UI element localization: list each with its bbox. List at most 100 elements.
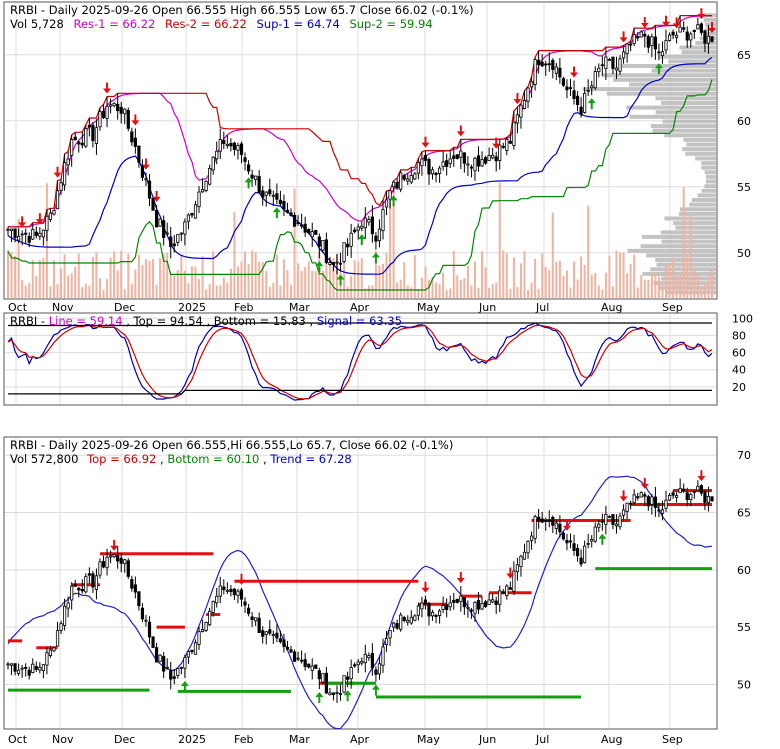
volume-bar bbox=[473, 261, 476, 298]
sell-arrow-icon bbox=[640, 477, 649, 489]
trend-candle bbox=[618, 515, 622, 528]
volume-bar bbox=[537, 288, 540, 298]
volume-profile-bar bbox=[672, 221, 716, 226]
volume-bar bbox=[353, 260, 356, 298]
x-tick-label: 2025 bbox=[178, 733, 206, 745]
x-tick-label: Feb bbox=[234, 733, 253, 745]
trend-candle bbox=[381, 646, 385, 666]
volume-profile-bar bbox=[681, 50, 716, 55]
volume-bar bbox=[314, 271, 317, 298]
price-candle bbox=[529, 81, 534, 88]
volume-bar bbox=[123, 289, 126, 298]
y-tick-label: 70 bbox=[737, 449, 751, 462]
trend-candle bbox=[282, 639, 286, 647]
trend-candle bbox=[275, 632, 279, 639]
trend-candle bbox=[193, 642, 198, 655]
volume-bar bbox=[703, 283, 706, 298]
volume-bar bbox=[219, 285, 222, 298]
price-candle bbox=[289, 212, 293, 216]
trend-candle bbox=[554, 522, 558, 529]
price-candle bbox=[363, 217, 367, 229]
trend-candle bbox=[682, 488, 686, 491]
trend-candle bbox=[515, 564, 520, 573]
trend-candle bbox=[218, 585, 222, 597]
trend-candle bbox=[190, 649, 194, 653]
price-panel: 50 55 60 65 RRBI - Daily 2025-09-26 Open 66… bbox=[3, 1, 751, 300]
volume-bar bbox=[498, 182, 501, 298]
stochastic-panel-frame bbox=[3, 312, 718, 406]
price-candle bbox=[565, 86, 569, 91]
price-candle bbox=[522, 100, 527, 109]
trend-candle bbox=[664, 499, 668, 509]
volume-profile-bar bbox=[659, 54, 716, 59]
trend-candle bbox=[314, 664, 318, 669]
price-candle bbox=[52, 210, 56, 215]
price-candle bbox=[268, 189, 272, 195]
volume-bar bbox=[438, 283, 441, 298]
trend-candle bbox=[41, 664, 45, 672]
price-candle bbox=[172, 243, 176, 247]
volume-bar bbox=[619, 252, 622, 298]
price-candle bbox=[257, 176, 261, 194]
price-candle bbox=[130, 131, 134, 143]
price-candle bbox=[254, 175, 258, 180]
price-candle bbox=[285, 209, 290, 213]
price-candle bbox=[211, 156, 215, 171]
volume-bar bbox=[169, 273, 172, 298]
price-candle bbox=[314, 229, 318, 235]
volume-bar bbox=[640, 275, 643, 298]
volume-bar bbox=[229, 268, 232, 298]
trend-candle bbox=[239, 589, 244, 600]
trend-candle bbox=[413, 615, 417, 621]
trend-candle bbox=[55, 630, 60, 647]
sup1-label: Sup-1 = 64.74 bbox=[257, 17, 340, 31]
trend-candle bbox=[310, 665, 314, 671]
volume-profile-bar bbox=[582, 87, 716, 92]
price-candle bbox=[629, 43, 633, 46]
volume-bar bbox=[159, 258, 162, 298]
buy-arrow-icon bbox=[598, 533, 607, 545]
price-candle bbox=[215, 150, 219, 160]
price-candle bbox=[561, 78, 566, 86]
trend-candle bbox=[586, 542, 590, 545]
price-candle bbox=[250, 174, 254, 179]
volume-bar bbox=[707, 275, 710, 298]
x-tick-label: Jul bbox=[535, 733, 549, 745]
trend-candle bbox=[289, 649, 293, 653]
trend-candle bbox=[427, 602, 431, 617]
volume-bar bbox=[516, 287, 519, 298]
price-candle bbox=[604, 56, 608, 69]
volume-profile-bar bbox=[675, 225, 716, 230]
trend-candle bbox=[98, 561, 102, 576]
trend-candle bbox=[140, 607, 145, 620]
price-candle bbox=[455, 154, 459, 159]
price-candle bbox=[614, 67, 619, 71]
volume-bar bbox=[70, 273, 73, 298]
trend-candle bbox=[204, 622, 208, 631]
price-candle bbox=[31, 229, 35, 240]
trend-candle bbox=[108, 555, 113, 558]
trend-candle bbox=[374, 669, 378, 675]
price-candle bbox=[498, 144, 502, 161]
volume-profile-bar bbox=[650, 124, 716, 129]
price-candle bbox=[140, 164, 145, 178]
sup2-label: Sup-2 = 59.94 bbox=[349, 17, 432, 31]
volume-bar bbox=[279, 285, 282, 298]
trend-candle bbox=[625, 502, 629, 512]
volume-bar bbox=[208, 284, 211, 298]
volume-bar bbox=[527, 289, 530, 298]
price-candle bbox=[126, 109, 130, 129]
price-candle bbox=[186, 214, 191, 222]
trend-candle bbox=[491, 599, 495, 603]
trend-candle bbox=[20, 667, 24, 670]
trend-candle bbox=[671, 492, 675, 496]
volume-bar bbox=[470, 285, 473, 298]
price-candle bbox=[399, 172, 403, 190]
price-candle bbox=[377, 228, 382, 242]
price-candle bbox=[70, 139, 74, 156]
trend-candle bbox=[710, 496, 714, 502]
sell-arrow-icon bbox=[18, 216, 27, 228]
buy-arrow-icon bbox=[371, 252, 380, 264]
volume-bar bbox=[38, 260, 41, 298]
volume-bar bbox=[573, 261, 576, 298]
